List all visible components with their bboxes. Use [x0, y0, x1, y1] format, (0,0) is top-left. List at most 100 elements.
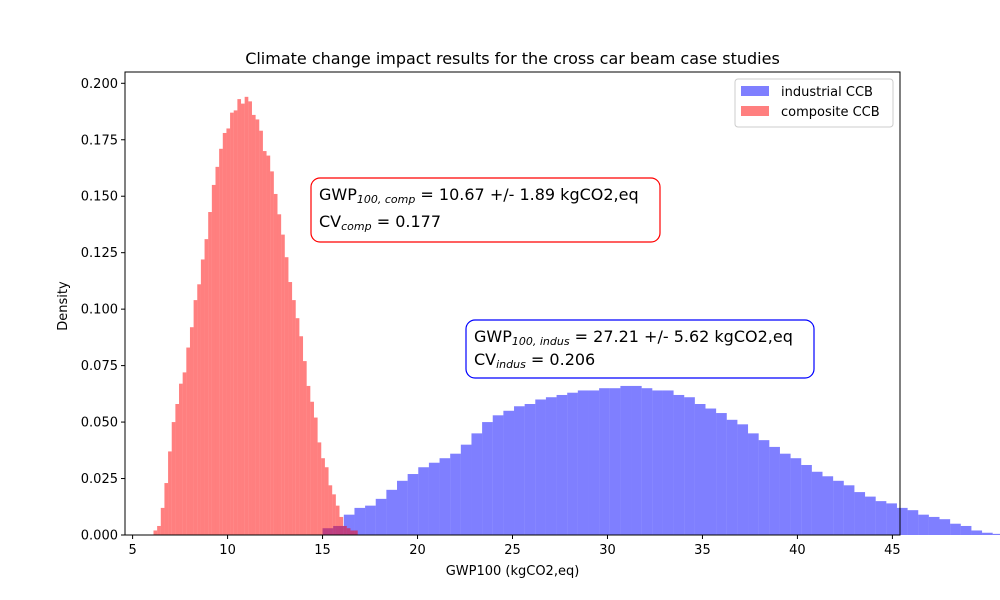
histogram-bar — [153, 530, 158, 535]
histogram-bar — [230, 112, 234, 536]
histogram-bar — [222, 132, 227, 536]
y-tick-label: 0.000 — [81, 529, 118, 544]
histogram-bar — [266, 155, 271, 535]
histogram-bar — [310, 401, 314, 535]
histogram-bar — [652, 390, 663, 535]
histogram-bar — [673, 394, 685, 535]
legend-swatch — [741, 86, 769, 96]
histogram-bar — [200, 259, 205, 535]
histogram-bar — [215, 166, 220, 536]
histogram-bar — [716, 413, 727, 535]
annotation-line: CVindus = 0.206 — [474, 350, 595, 371]
y-tick-label: 0.175 — [81, 133, 118, 148]
histogram-bar — [545, 397, 557, 535]
histogram-bar — [471, 433, 483, 535]
histogram-bar — [843, 485, 855, 535]
histogram-bar — [928, 516, 940, 535]
histogram-bar — [960, 525, 972, 535]
histogram-bar — [317, 442, 322, 535]
histogram-bar — [208, 212, 212, 535]
x-tick-label: 35 — [694, 543, 711, 558]
histogram-bar — [397, 480, 408, 535]
histogram-bar — [328, 485, 333, 535]
histogram-bar — [811, 471, 823, 535]
histogram-bar — [450, 453, 461, 535]
histogram-bar — [365, 505, 376, 535]
chart-title: Climate change impact results for the cr… — [245, 49, 780, 68]
histogram-bar — [186, 347, 190, 535]
annotation-box — [465, 319, 815, 379]
y-tick-label: 0.025 — [81, 472, 118, 487]
histogram-bar — [295, 318, 300, 535]
histogram-bar — [241, 103, 245, 536]
x-tick-label: 25 — [504, 543, 521, 558]
histogram-bar — [343, 525, 347, 535]
histogram-bar — [439, 458, 451, 535]
histogram-bar — [350, 530, 355, 535]
x-axis-label: GWP100 (kgCO2,eq) — [446, 564, 580, 579]
histogram-bar — [886, 503, 897, 535]
histogram-bar — [705, 408, 717, 535]
x-tick-label: 30 — [599, 543, 616, 558]
histogram-bar — [535, 399, 546, 535]
histogram-bar — [179, 383, 183, 535]
histogram-bar — [769, 446, 780, 535]
x-tick-label: 45 — [884, 543, 901, 558]
histogram-bar — [292, 300, 296, 535]
histogram-bar — [233, 110, 238, 536]
histogram-bar — [281, 234, 285, 536]
histogram-bar — [262, 151, 267, 536]
histogram-bar — [577, 390, 589, 535]
annotation-line: GWP100, comp = 10.67 +/- 1.89 kgCO2,eq — [319, 185, 639, 206]
histogram-bar — [620, 385, 632, 535]
histogram-bar — [219, 148, 223, 536]
histogram-bar — [175, 404, 180, 535]
x-tick-label: 20 — [409, 543, 426, 558]
histogram-bar — [339, 516, 344, 535]
histogram-bar — [567, 392, 578, 535]
series-industrial — [322, 385, 1000, 535]
histogram-bar — [726, 419, 738, 535]
histogram-bar — [428, 462, 440, 535]
y-tick-label: 0.050 — [81, 416, 118, 431]
annotation-comp: GWP100, comp = 10.67 +/- 1.89 kgCO2,eq CV… — [310, 177, 661, 243]
histogram-bar — [171, 422, 176, 535]
histogram-bar — [482, 422, 493, 535]
histogram-bar — [306, 385, 311, 535]
histogram-bar — [896, 507, 908, 535]
histogram-bar — [321, 458, 325, 535]
histogram-bar — [354, 530, 358, 535]
y-tick-label: 0.125 — [81, 246, 118, 261]
histogram-bar — [273, 193, 278, 535]
x-tick-label: 40 — [789, 543, 806, 558]
histogram-bar — [182, 372, 187, 535]
histogram-bar — [833, 480, 844, 535]
histogram-bar — [237, 99, 242, 535]
histogram-bar — [758, 440, 770, 535]
histogram-bar — [514, 406, 525, 535]
histogram-bar — [335, 505, 340, 535]
legend-swatch — [741, 106, 769, 116]
histogram-bar — [375, 498, 387, 535]
histogram-bar — [854, 492, 866, 535]
histogram-bar — [248, 101, 252, 536]
histogram-bar — [354, 507, 366, 535]
annotation-box — [310, 177, 661, 243]
histogram-bar — [303, 361, 307, 535]
histogram-bar — [918, 514, 929, 535]
histogram-bar — [971, 530, 983, 535]
histogram-bar — [168, 451, 172, 535]
histogram-bar — [288, 282, 293, 535]
legend-label: industrial CCB — [781, 85, 873, 100]
histogram-bar — [277, 214, 282, 536]
histogram-bar — [492, 415, 504, 535]
histogram-bar — [251, 114, 256, 535]
histogram-bar — [588, 390, 600, 535]
histogram-bar — [460, 444, 472, 535]
axes: 5 10 15 20 25 30 35 40 45 0.000 0.025 0.050 0.075 0.1… — [81, 71, 901, 558]
legend-box — [734, 78, 894, 128]
histogram-bar — [599, 388, 610, 535]
histogram-bar — [875, 501, 887, 535]
histogram-bar — [950, 523, 961, 535]
